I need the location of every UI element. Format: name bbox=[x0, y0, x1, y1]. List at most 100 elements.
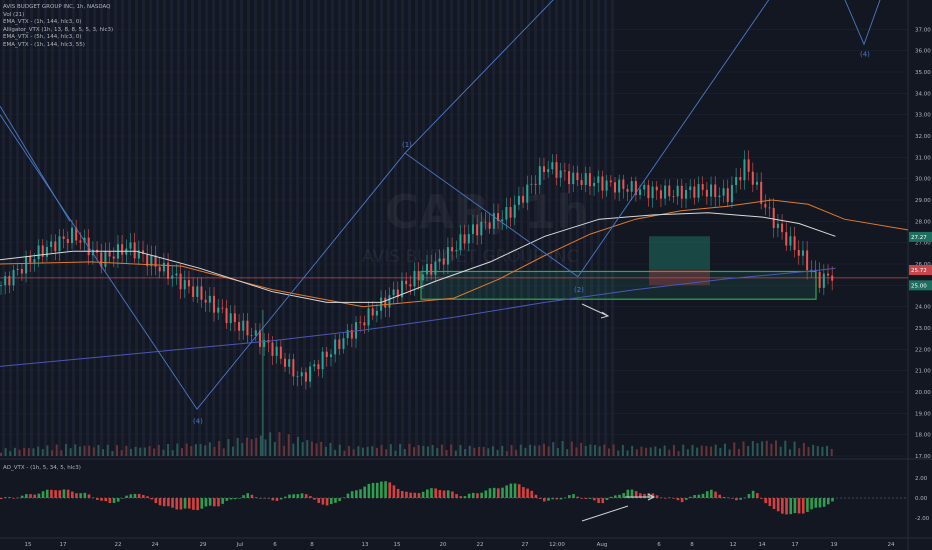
volume-bar bbox=[626, 450, 629, 456]
stop-zone bbox=[649, 269, 710, 286]
ao-bar bbox=[375, 482, 379, 498]
ao-bar bbox=[505, 485, 508, 498]
volume-bar bbox=[278, 432, 281, 456]
ao-bar bbox=[183, 498, 187, 509]
volume-bar bbox=[259, 435, 262, 456]
candle bbox=[438, 258, 441, 262]
ao-bar bbox=[329, 498, 333, 505]
volume-bar bbox=[445, 449, 448, 456]
session-band bbox=[135, 0, 139, 456]
volume-bar bbox=[450, 444, 453, 456]
candle bbox=[91, 249, 94, 256]
session-band bbox=[2, 0, 6, 456]
ao-bar bbox=[334, 498, 337, 503]
candle bbox=[772, 207, 775, 229]
ao-bar bbox=[588, 498, 592, 499]
ao-bar bbox=[806, 498, 809, 512]
session-band bbox=[275, 0, 279, 456]
ema-orange-line bbox=[0, 199, 909, 308]
ao-bar bbox=[463, 496, 467, 498]
volume-bar bbox=[612, 444, 615, 456]
legend-vol[interactable]: Vol (21) bbox=[3, 11, 25, 18]
ao-bar bbox=[801, 498, 805, 514]
candle bbox=[254, 330, 257, 336]
ao-bar bbox=[526, 488, 529, 498]
legend-ema-offset[interactable]: EMA_VTX - (1h, 144, hlc3, 55) bbox=[3, 41, 85, 48]
ao-bar bbox=[71, 491, 74, 498]
volume-bar bbox=[770, 443, 773, 456]
ao-bar bbox=[822, 498, 826, 507]
ao-bar bbox=[346, 493, 350, 498]
candle bbox=[789, 236, 792, 246]
legend-ema-5h[interactable]: EMA_VTX - (5h, 144, hlc3, 0) bbox=[3, 34, 82, 41]
session-band bbox=[583, 0, 587, 456]
volume-bar bbox=[27, 448, 30, 456]
volume-bar bbox=[812, 444, 815, 456]
ao-bar bbox=[45, 489, 49, 498]
ao-bar bbox=[325, 498, 329, 506]
ao-bar bbox=[568, 495, 571, 498]
ao-bar bbox=[108, 498, 112, 504]
ao-bar bbox=[167, 498, 170, 507]
support-zone bbox=[420, 270, 817, 300]
price-tick: 28.00 bbox=[915, 219, 931, 225]
ao-bar bbox=[438, 489, 442, 498]
legend-ema-1h[interactable]: EMA_VTX - (1h, 144, hlc3, 0) bbox=[3, 19, 82, 26]
candle bbox=[647, 184, 650, 199]
session-band bbox=[163, 0, 167, 456]
candle bbox=[246, 320, 249, 336]
ao-bar bbox=[747, 494, 751, 498]
volume-bar bbox=[552, 442, 555, 456]
candle bbox=[183, 280, 186, 290]
volume-bar bbox=[510, 445, 513, 456]
volume-bar bbox=[273, 442, 276, 456]
candles bbox=[0, 150, 834, 390]
candle bbox=[538, 166, 541, 185]
wave-line bbox=[844, 0, 881, 46]
price-tick: 33.00 bbox=[915, 113, 931, 119]
candle bbox=[217, 307, 220, 313]
volume-bar bbox=[659, 448, 662, 456]
volume-bar bbox=[440, 444, 443, 456]
volume-bar bbox=[645, 447, 648, 456]
volume-bar bbox=[426, 446, 429, 456]
candle bbox=[129, 242, 132, 249]
candle bbox=[480, 221, 483, 236]
candle bbox=[179, 273, 182, 290]
candle bbox=[400, 280, 403, 298]
price-tag bbox=[909, 231, 932, 242]
ao-bar bbox=[192, 498, 195, 510]
price-tick: 37.00 bbox=[915, 27, 931, 33]
candle bbox=[50, 241, 53, 248]
candle bbox=[313, 364, 316, 367]
ao-bar bbox=[187, 498, 191, 509]
volume-bar bbox=[607, 448, 610, 456]
volume-bar bbox=[580, 442, 583, 456]
volume-bar bbox=[575, 447, 578, 456]
candle bbox=[459, 234, 462, 251]
symbol-title[interactable]: AVIS BUDGET GROUP INC, 1h, NASDAQ bbox=[3, 4, 111, 10]
ao-bar bbox=[764, 498, 767, 504]
session-band bbox=[527, 0, 531, 456]
wave-line bbox=[577, 0, 770, 278]
volume-bar bbox=[13, 447, 16, 456]
ao-bar bbox=[572, 494, 575, 498]
legend-alligator[interactable]: Alligator_VTX (1h, 13, 8, 8, 5, 5, 3, hl… bbox=[3, 26, 114, 33]
session-band bbox=[142, 0, 146, 456]
ao-bar bbox=[250, 494, 254, 498]
volume-bar bbox=[677, 451, 680, 456]
candle bbox=[79, 240, 82, 243]
indicator-legend: AVIS BUDGET GROUP INC, 1h, NASDAQ Vol (2… bbox=[3, 4, 113, 50]
session-band bbox=[23, 0, 27, 456]
ao-bar bbox=[175, 498, 179, 510]
ao-legend[interactable]: AO_VTX - (1h, 5, 34, 5, hlc3) bbox=[3, 465, 81, 471]
ema-blue-line bbox=[0, 267, 836, 367]
candle bbox=[58, 236, 61, 252]
ao-bar bbox=[217, 498, 220, 507]
volume-bar bbox=[348, 446, 351, 456]
volume-bar bbox=[143, 447, 146, 456]
volume-bar bbox=[199, 444, 202, 456]
candle bbox=[505, 207, 508, 220]
